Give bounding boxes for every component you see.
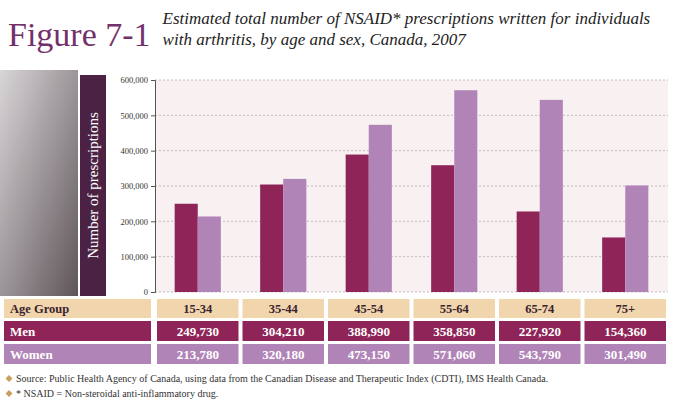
bar	[625, 185, 648, 292]
y-tick: 0	[144, 287, 155, 297]
table-header-label: Age Group	[10, 302, 69, 316]
bar	[431, 165, 454, 292]
bar	[454, 90, 477, 292]
y-tick: 100,000	[120, 252, 155, 262]
data-table: Age Group 15-34 35-44 45-54 55-64 65-74 75+ Men…	[4, 299, 666, 364]
note: Source: Public Health Agency of Canada, …	[16, 373, 548, 385]
grid-line	[155, 292, 668, 293]
category-label: 75+	[615, 302, 635, 316]
y-tick-mark	[151, 151, 155, 152]
bullet	[6, 375, 13, 382]
bar	[540, 100, 563, 292]
y-tick-label: 500,000	[120, 111, 148, 121]
bullet	[6, 390, 13, 397]
plot-background	[155, 80, 668, 292]
grid-line	[155, 186, 668, 187]
value-label: 249,730	[177, 324, 219, 339]
bars	[175, 90, 649, 292]
table-cell	[414, 344, 496, 364]
y-tick-label: 300,000	[120, 181, 148, 191]
note: * NSAID = Non-steroidal anti-inflammator…	[16, 388, 218, 399]
table-cell	[157, 321, 239, 341]
y-tick-label: 600,000	[120, 75, 148, 85]
y-tick-label: 200,000	[120, 217, 148, 227]
category-label: 15-34	[183, 302, 213, 316]
table-row-head	[4, 344, 151, 364]
y-tick: 400,000	[120, 146, 155, 156]
table-row-head	[4, 321, 151, 341]
value-label: 571,060	[433, 347, 475, 362]
table-header-cell	[414, 299, 496, 318]
value-label: 388,990	[348, 324, 390, 339]
y-tick-mark	[151, 80, 155, 81]
y-tick: 600,000	[120, 75, 155, 85]
category-label: 55-64	[440, 302, 470, 316]
grid-line	[155, 256, 668, 257]
y-axis-title: Number of prescriptions	[85, 112, 101, 259]
y-axis: 0 100,000 200,000 300,000 400,000 500,000 600,…	[120, 75, 155, 297]
value-label: 543,790	[519, 347, 561, 362]
y-tick-mark	[151, 115, 155, 116]
table-header-cell	[328, 299, 410, 318]
bar	[517, 211, 540, 292]
bar	[198, 216, 221, 292]
bar	[369, 125, 392, 292]
table-cell	[243, 344, 325, 364]
y-tick-mark	[151, 186, 155, 187]
value-label: 320,180	[262, 347, 304, 362]
value-label: 227,920	[519, 324, 561, 339]
table-cell	[585, 344, 667, 364]
table-cell	[328, 344, 410, 364]
photo	[0, 70, 78, 296]
y-tick-label: 0	[144, 287, 148, 297]
value-label: 473,150	[348, 347, 390, 362]
title: Estimated total number of NSAID* prescri…	[162, 9, 651, 49]
chart: Figure 7-1 Estimated total number of NSAI…	[0, 0, 680, 407]
grid-line	[155, 80, 668, 81]
bar	[175, 204, 198, 292]
notes: Source: Public Health Agency of Canada, …	[6, 373, 549, 399]
y-tick-mark	[151, 257, 155, 258]
bar	[602, 237, 625, 292]
series-name: Men	[10, 324, 36, 339]
y-axis-line	[151, 81, 156, 293]
table-cell	[414, 321, 496, 341]
series-name: Women	[10, 347, 53, 362]
value-label: 358,850	[433, 324, 475, 339]
bar	[283, 179, 306, 292]
table-cell	[499, 321, 581, 341]
value-label: 154,360	[604, 324, 646, 339]
category-label: 65-74	[525, 302, 555, 316]
y-title-band	[80, 75, 106, 296]
grid	[155, 80, 668, 292]
table-header-cell	[499, 299, 581, 318]
table-cell	[499, 344, 581, 364]
table-header-cell	[243, 299, 325, 318]
y-tick: 200,000	[120, 217, 155, 227]
value-label: 304,210	[262, 324, 304, 339]
category-label: 45-54	[354, 302, 384, 316]
y-tick-mark	[151, 221, 155, 222]
table-cell	[328, 321, 410, 341]
table-header-cell	[4, 299, 151, 318]
value-label: 213,780	[177, 347, 219, 362]
bar	[260, 185, 283, 292]
grid-line	[155, 115, 668, 116]
y-tick: 500,000	[120, 111, 155, 121]
figure-label: Figure 7-1	[8, 16, 151, 53]
y-tick-mark	[151, 292, 155, 293]
y-tick-label: 400,000	[120, 146, 148, 156]
y-tick-label: 100,000	[120, 252, 148, 262]
grid-line	[155, 221, 668, 222]
category-label: 35-44	[269, 302, 299, 316]
value-label: 301,490	[604, 347, 646, 362]
grid-line	[155, 150, 668, 151]
table-cell	[157, 344, 239, 364]
table-cell	[243, 321, 325, 341]
table-cell	[585, 321, 667, 341]
table-header-cell	[585, 299, 667, 318]
table-header-cell	[157, 299, 239, 318]
y-tick: 300,000	[120, 181, 155, 191]
bar	[346, 155, 369, 292]
